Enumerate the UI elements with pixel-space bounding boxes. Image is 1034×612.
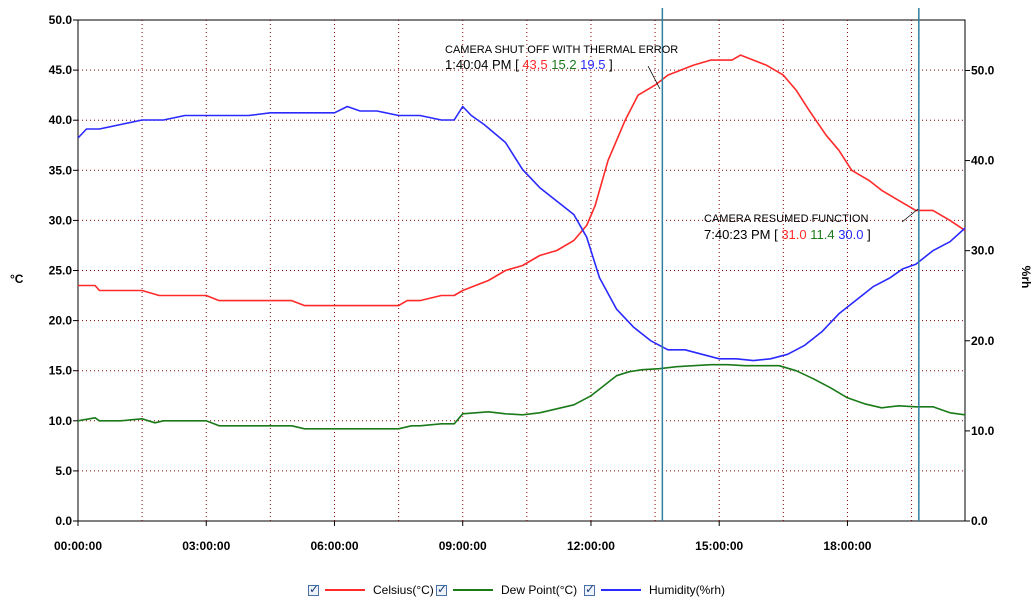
annotation-value: 31.0 bbox=[781, 227, 810, 242]
y2-tick-label: 40.0 bbox=[971, 154, 995, 168]
x-tick-label: 03:00:00 bbox=[182, 539, 230, 553]
dew-point-swatch bbox=[453, 589, 493, 591]
annotation-title: CAMERA RESUMED FUNCTION bbox=[704, 213, 868, 225]
annotation-layer: CAMERA SHUT OFF WITH THERMAL ERROR1:40:0… bbox=[445, 44, 919, 242]
y-tick-label: 5.0 bbox=[55, 464, 72, 478]
annotation-value: 11.4 bbox=[810, 227, 838, 242]
y2-tick-label: 0.0 bbox=[971, 514, 988, 528]
celsius-swatch bbox=[325, 589, 365, 591]
y-tick-label: 10.0 bbox=[49, 414, 73, 428]
marker-layer bbox=[661, 8, 920, 521]
axis-layer: 0.0 5.0 10.0 15.0 20.0 25.0 30.0 35.0 40.0 45.0 50… bbox=[49, 13, 995, 553]
annotation-leader bbox=[901, 208, 919, 223]
humidity-series-line bbox=[77, 105, 966, 362]
legend-label-dew-point: Dew Point(°C) bbox=[501, 583, 578, 597]
y-tick-label: 25.0 bbox=[49, 264, 73, 278]
y2-tick-label: 50.0 bbox=[971, 63, 995, 77]
y-tick-label: 30.0 bbox=[49, 213, 73, 227]
annotation-values: 1:40:04 PM [ 43.5 15.2 19.5 ] bbox=[445, 57, 613, 72]
annotation-time: 7:40:23 PM [ bbox=[704, 227, 781, 242]
y-tick-label: 45.0 bbox=[49, 63, 73, 77]
annotation-value: 15.2 bbox=[551, 57, 580, 72]
dew-point-series-line bbox=[77, 363, 966, 430]
legend-label-humidity: Humidity(%rh) bbox=[649, 583, 726, 597]
y2-tick-label: 10.0 bbox=[971, 424, 995, 438]
y-tick-label: 50.0 bbox=[49, 13, 73, 27]
dew-point-checkbox[interactable] bbox=[436, 582, 447, 596]
y-axis-title-left: °C bbox=[10, 272, 24, 286]
annotation-value: 30.0 bbox=[838, 227, 863, 242]
annotation-value: 43.5 bbox=[522, 57, 551, 72]
celsius-series-line bbox=[78, 54, 966, 307]
annotation-value: 19.5 bbox=[580, 57, 605, 72]
plot-frame bbox=[77, 19, 966, 522]
humidity-checkbox[interactable] bbox=[584, 582, 595, 596]
annotation-values: 7:40:23 PM [ 31.0 11.4 30.0 ] bbox=[704, 227, 871, 242]
legend-label-celsius: Celsius(°C) bbox=[373, 583, 434, 597]
legend-item-celsius[interactable]: Celsius(°C) bbox=[308, 580, 434, 600]
y-tick-label: 35.0 bbox=[49, 163, 73, 177]
x-tick-label: 09:00:00 bbox=[439, 539, 487, 553]
annotation-bracket: ] bbox=[605, 57, 612, 72]
annotation-title: CAMERA SHUT OFF WITH THERMAL ERROR bbox=[445, 44, 678, 56]
humidity-swatch bbox=[601, 589, 641, 591]
x-tick-label: 18:00:00 bbox=[823, 539, 871, 553]
legend: Celsius(°C) Dew Point(°C) Humidity(%rh) bbox=[0, 580, 1034, 600]
celsius-checkbox[interactable] bbox=[308, 582, 319, 596]
grid-layer bbox=[77, 19, 966, 522]
legend-item-dew-point[interactable]: Dew Point(°C) bbox=[436, 580, 577, 600]
series-layer bbox=[77, 54, 966, 430]
annotation-time: 1:40:04 PM [ bbox=[445, 57, 522, 72]
x-tick-label: 12:00:00 bbox=[567, 539, 615, 553]
annotation-leader bbox=[647, 65, 661, 90]
x-tick-label: 00:00:00 bbox=[54, 539, 102, 553]
y2-tick-label: 30.0 bbox=[971, 244, 995, 258]
y2-tick-label: 20.0 bbox=[971, 334, 995, 348]
y-tick-label: 20.0 bbox=[49, 314, 73, 328]
x-tick-label: 15:00:00 bbox=[695, 539, 743, 553]
y-axis-title-right: %rh bbox=[1019, 266, 1033, 289]
annotation-bracket: ] bbox=[864, 227, 871, 242]
y-tick-label: 15.0 bbox=[49, 364, 73, 378]
legend-item-humidity[interactable]: Humidity(%rh) bbox=[584, 580, 725, 600]
y-tick-label: 40.0 bbox=[49, 113, 73, 127]
y-tick-label: 0.0 bbox=[55, 514, 72, 528]
x-tick-label: 06:00:00 bbox=[310, 539, 358, 553]
